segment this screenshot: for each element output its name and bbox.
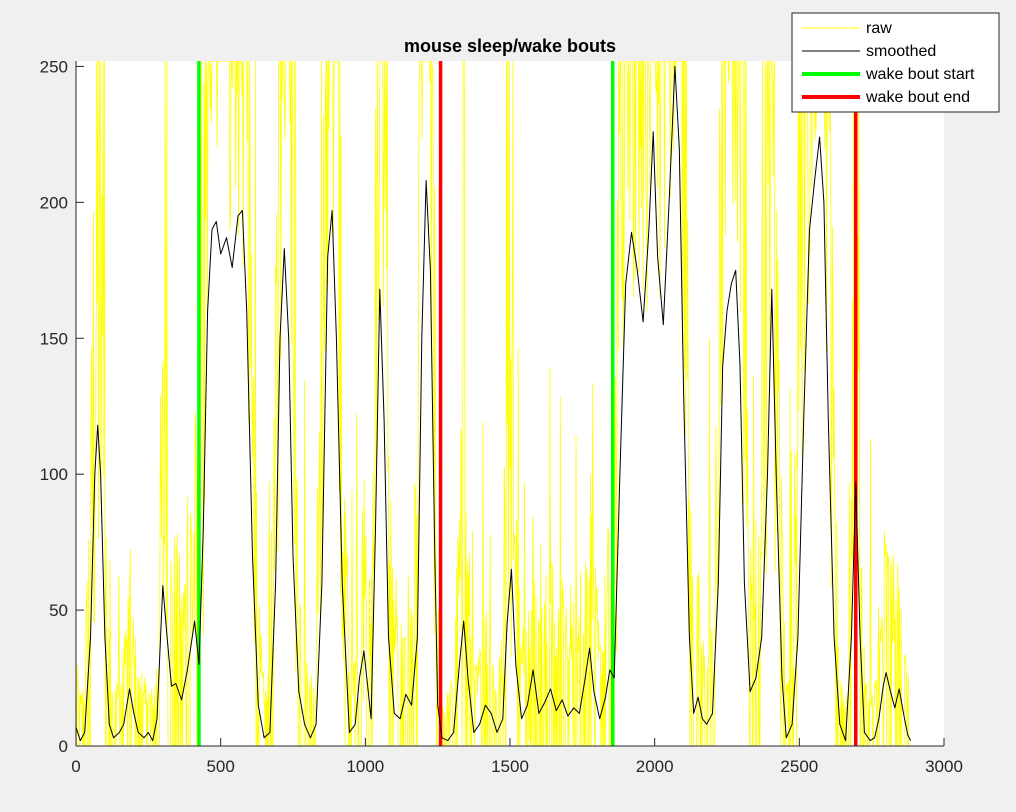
axes: 0 500 1000 1500 2000 2500 3000 0 50 100 150 200 250 [40,57,963,776]
legend: raw smoothed wake bout start wake bout end [791,12,1000,113]
x-tick-label: 3000 [925,757,963,776]
chart-title: mouse sleep/wake bouts [404,36,616,56]
x-tick-label: 2500 [780,757,818,776]
bout-markers [197,61,858,746]
raw-line [76,61,910,746]
legend-label: raw [866,20,892,37]
smoothed-line [76,65,912,742]
x-tick-label: 500 [206,757,234,776]
legend-label: smoothed [866,43,936,60]
y-tick-label: 150 [40,329,68,348]
x-tick-label: 1500 [491,757,529,776]
y-tick-label: 0 [59,737,68,756]
y-tick-label: 100 [40,465,68,484]
raw-series [76,61,910,746]
x-tick-label: 1000 [346,757,384,776]
y-tick-label: 200 [40,193,68,212]
x-tick-label: 0 [71,757,80,776]
legend-label: wake bout start [865,66,975,83]
y-tick-label: 250 [40,57,68,76]
y-tick-label: 50 [49,601,68,620]
x-tick-label: 2000 [636,757,674,776]
smoothed-series [76,65,912,742]
legend-label: wake bout end [865,89,970,106]
